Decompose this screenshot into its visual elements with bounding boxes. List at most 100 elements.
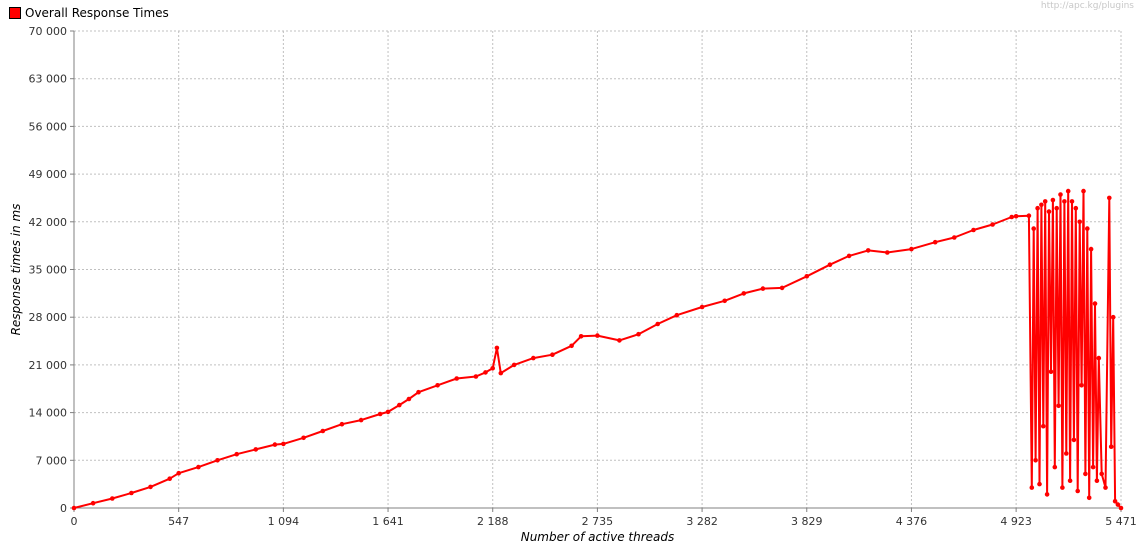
data-point xyxy=(990,222,995,227)
y-tick-label: 14 000 xyxy=(29,407,68,420)
x-tick-label: 3 829 xyxy=(791,515,823,528)
data-point xyxy=(1069,199,1075,204)
data-point xyxy=(1090,464,1096,470)
data-point xyxy=(176,470,181,476)
data-point xyxy=(1092,301,1098,306)
data-point xyxy=(1110,314,1116,320)
data-point xyxy=(1033,458,1038,463)
data-point xyxy=(636,331,641,337)
data-point xyxy=(595,333,600,338)
x-tick-label: 3 282 xyxy=(686,515,718,528)
y-tick-label: 35 000 xyxy=(29,264,68,277)
data-point xyxy=(1013,214,1019,219)
data-point xyxy=(397,402,402,408)
data-point xyxy=(885,250,890,255)
data-point xyxy=(435,383,440,388)
data-point xyxy=(674,312,680,318)
y-tick-label: 21 000 xyxy=(29,359,68,372)
data-point xyxy=(578,334,584,339)
y-tick-label: 49 000 xyxy=(29,168,68,181)
x-tick-label: 2 735 xyxy=(582,515,614,528)
data-point xyxy=(110,496,115,501)
data-point xyxy=(569,343,574,349)
data-point xyxy=(473,374,479,379)
data-point xyxy=(494,345,500,351)
data-point xyxy=(1056,403,1061,409)
data-point xyxy=(454,376,460,381)
data-point xyxy=(932,239,938,245)
data-point xyxy=(272,442,278,447)
data-point xyxy=(1042,199,1048,204)
data-point xyxy=(1058,192,1063,197)
data-point xyxy=(1064,451,1069,456)
data-point xyxy=(1103,485,1108,490)
data-point xyxy=(1039,202,1044,208)
x-axis-label: Number of active threads xyxy=(521,530,675,544)
data-point xyxy=(531,355,536,361)
data-point xyxy=(301,435,306,441)
x-tick-label: 0 xyxy=(71,515,78,528)
data-point xyxy=(234,451,239,457)
data-point xyxy=(1035,205,1040,211)
data-point xyxy=(1046,209,1052,214)
data-point xyxy=(1037,481,1042,487)
data-point xyxy=(1118,505,1124,511)
data-point xyxy=(1054,205,1059,211)
data-point xyxy=(416,389,421,395)
data-point xyxy=(1048,369,1054,375)
legend: Overall Response Times xyxy=(9,6,169,20)
data-point xyxy=(1099,471,1104,477)
data-point xyxy=(1081,188,1086,194)
data-point xyxy=(148,484,153,490)
x-tick-label: 5 471 xyxy=(1105,515,1137,528)
data-point xyxy=(406,396,412,402)
data-point xyxy=(358,417,364,423)
data-point xyxy=(1067,478,1073,484)
data-point xyxy=(1112,498,1118,504)
legend-swatch xyxy=(9,7,21,19)
data-point xyxy=(1026,213,1032,218)
data-point xyxy=(1077,219,1082,225)
data-point xyxy=(804,274,810,279)
data-point xyxy=(490,366,496,371)
data-point xyxy=(377,411,383,417)
x-tick-label: 4 376 xyxy=(896,515,928,528)
data-point xyxy=(1062,199,1067,204)
data-point xyxy=(1052,464,1058,470)
data-point xyxy=(167,476,172,482)
data-point xyxy=(1094,478,1100,484)
data-point xyxy=(1031,226,1036,231)
data-point xyxy=(1107,195,1112,201)
data-point xyxy=(90,500,96,506)
data-point xyxy=(1009,214,1014,220)
watermark: http://apc.kg/plugins xyxy=(1040,1,1134,11)
y-tick-label: 28 000 xyxy=(29,311,68,324)
data-point xyxy=(760,286,766,291)
x-tick-label: 1 094 xyxy=(268,515,300,528)
x-tick-label: 1 641 xyxy=(372,515,404,528)
data-point xyxy=(281,441,286,447)
data-point xyxy=(1096,355,1102,361)
data-point xyxy=(196,464,201,470)
x-tick-label: 547 xyxy=(168,515,189,528)
data-point xyxy=(498,370,504,376)
data-point xyxy=(483,370,488,375)
data-point xyxy=(1041,423,1046,429)
data-point xyxy=(1086,495,1092,501)
data-point xyxy=(511,362,517,368)
y-tick-label: 7 000 xyxy=(36,454,68,467)
data-point xyxy=(1060,485,1065,490)
y-axis-label: Response times in ms xyxy=(9,204,23,336)
data-point xyxy=(215,458,220,463)
data-point xyxy=(722,298,727,304)
y-tick-label: 56 000 xyxy=(29,120,68,133)
data-point xyxy=(779,285,785,291)
data-point xyxy=(865,248,871,253)
y-tick-label: 70 000 xyxy=(29,25,68,38)
legend-label: Overall Response Times xyxy=(25,6,169,20)
data-point xyxy=(846,253,852,259)
data-point xyxy=(699,304,705,310)
data-point xyxy=(1044,492,1050,497)
data-point xyxy=(1079,383,1084,388)
